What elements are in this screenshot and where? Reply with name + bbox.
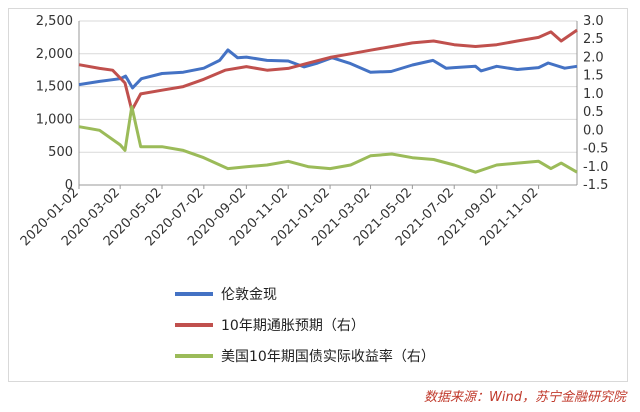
right-axis-tick-label: -1.0	[583, 160, 608, 175]
right-axis-tick-label: 1.5	[583, 69, 604, 84]
right-axis-tick-label: -1.5	[583, 178, 608, 193]
right-axis-tick-label: 0.5	[583, 105, 604, 120]
left-axis-tick-label: 0	[65, 178, 73, 193]
legend-label-2: 10年期通胀预期（右）	[221, 318, 365, 334]
left-axis-tick-label: 1,000	[36, 112, 73, 127]
right-axis-tick-label: 2.5	[583, 32, 604, 47]
series-line-3	[78, 105, 578, 174]
right-axis-tick-label: -0.5	[583, 142, 608, 157]
right-axis-tick-label: 0.0	[583, 123, 604, 138]
right-axis-tick-label: 2.0	[583, 50, 604, 65]
source-note: 数据来源：Wind，苏宁金融研究院	[424, 390, 626, 405]
series-line-2	[78, 28, 578, 112]
series-line-1	[78, 48, 578, 90]
legend-label-1: 伦敦金现	[221, 287, 277, 303]
right-axis-tick-label: 1.0	[583, 87, 604, 102]
left-axis-tick-label: 2,500	[36, 14, 73, 29]
right-axis-tick-label: 3.0	[583, 14, 604, 29]
left-axis-tick-label: 2,000	[36, 47, 73, 62]
left-axis-tick-label: 1,500	[36, 80, 73, 95]
chart-frame: 0 500 1,000 1,500 2,000 2,500 -1.5 -1.0 -0.5 0.0 0…	[8, 8, 628, 382]
legend-label-3: 美国10年期国债实际收益率（右）	[221, 348, 435, 365]
left-axis-tick-label: 500	[48, 145, 73, 160]
line-chart: 0 500 1,000 1,500 2,000 2,500 -1.5 -1.0 -0.5 0.0 0…	[18, 14, 609, 365]
